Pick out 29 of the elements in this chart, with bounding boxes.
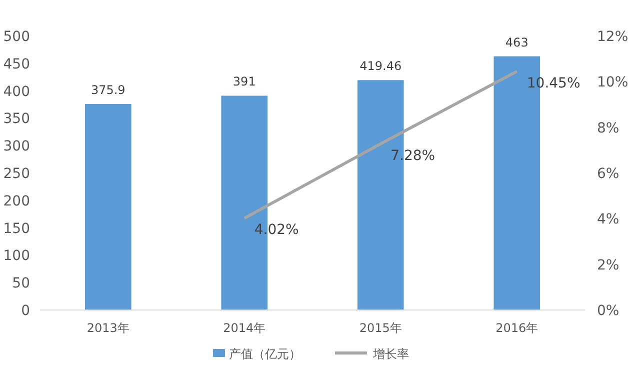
y-tick-label: 50 [12,276,30,292]
y2-tick-label: 0% [597,303,620,319]
x-tick-label: 2015年 [359,321,402,335]
y-tick-label: 100 [3,248,30,264]
x-tick-label: 2013年 [86,321,130,335]
y-tick-label: 0 [21,303,30,319]
data-label: 391 [232,74,256,89]
y2-tick-label: 10% [597,74,628,91]
y-tick-label: 200 [3,193,30,210]
y2-tick-label: 8% [597,120,620,136]
data-label: 419.46 [360,59,402,74]
y-tick-label: 300 [3,138,30,155]
x-tick-label: 2014年 [223,321,266,335]
data-label: 463 [505,35,528,50]
y2-tick-label: 4% [597,212,620,228]
y-tick-label: 500 [3,29,30,45]
y-tick-label: 150 [3,220,30,237]
y2-tick-label: 6% [597,166,620,182]
data-label: 375.9 [90,83,126,98]
y2-tick-label: 2% [597,257,620,274]
y2-tick-label: 12% [597,29,628,45]
y-tick-label: 400 [3,84,30,100]
x-tick-label: 2016年 [496,321,538,335]
legend-label: 产值（亿元） [229,347,301,361]
y-tick-label: 450 [3,56,30,72]
bar [84,104,132,310]
legend-label: 增长率 [372,347,409,361]
y-tick-label: 250 [3,166,30,182]
y-tick-label: 350 [3,111,30,128]
